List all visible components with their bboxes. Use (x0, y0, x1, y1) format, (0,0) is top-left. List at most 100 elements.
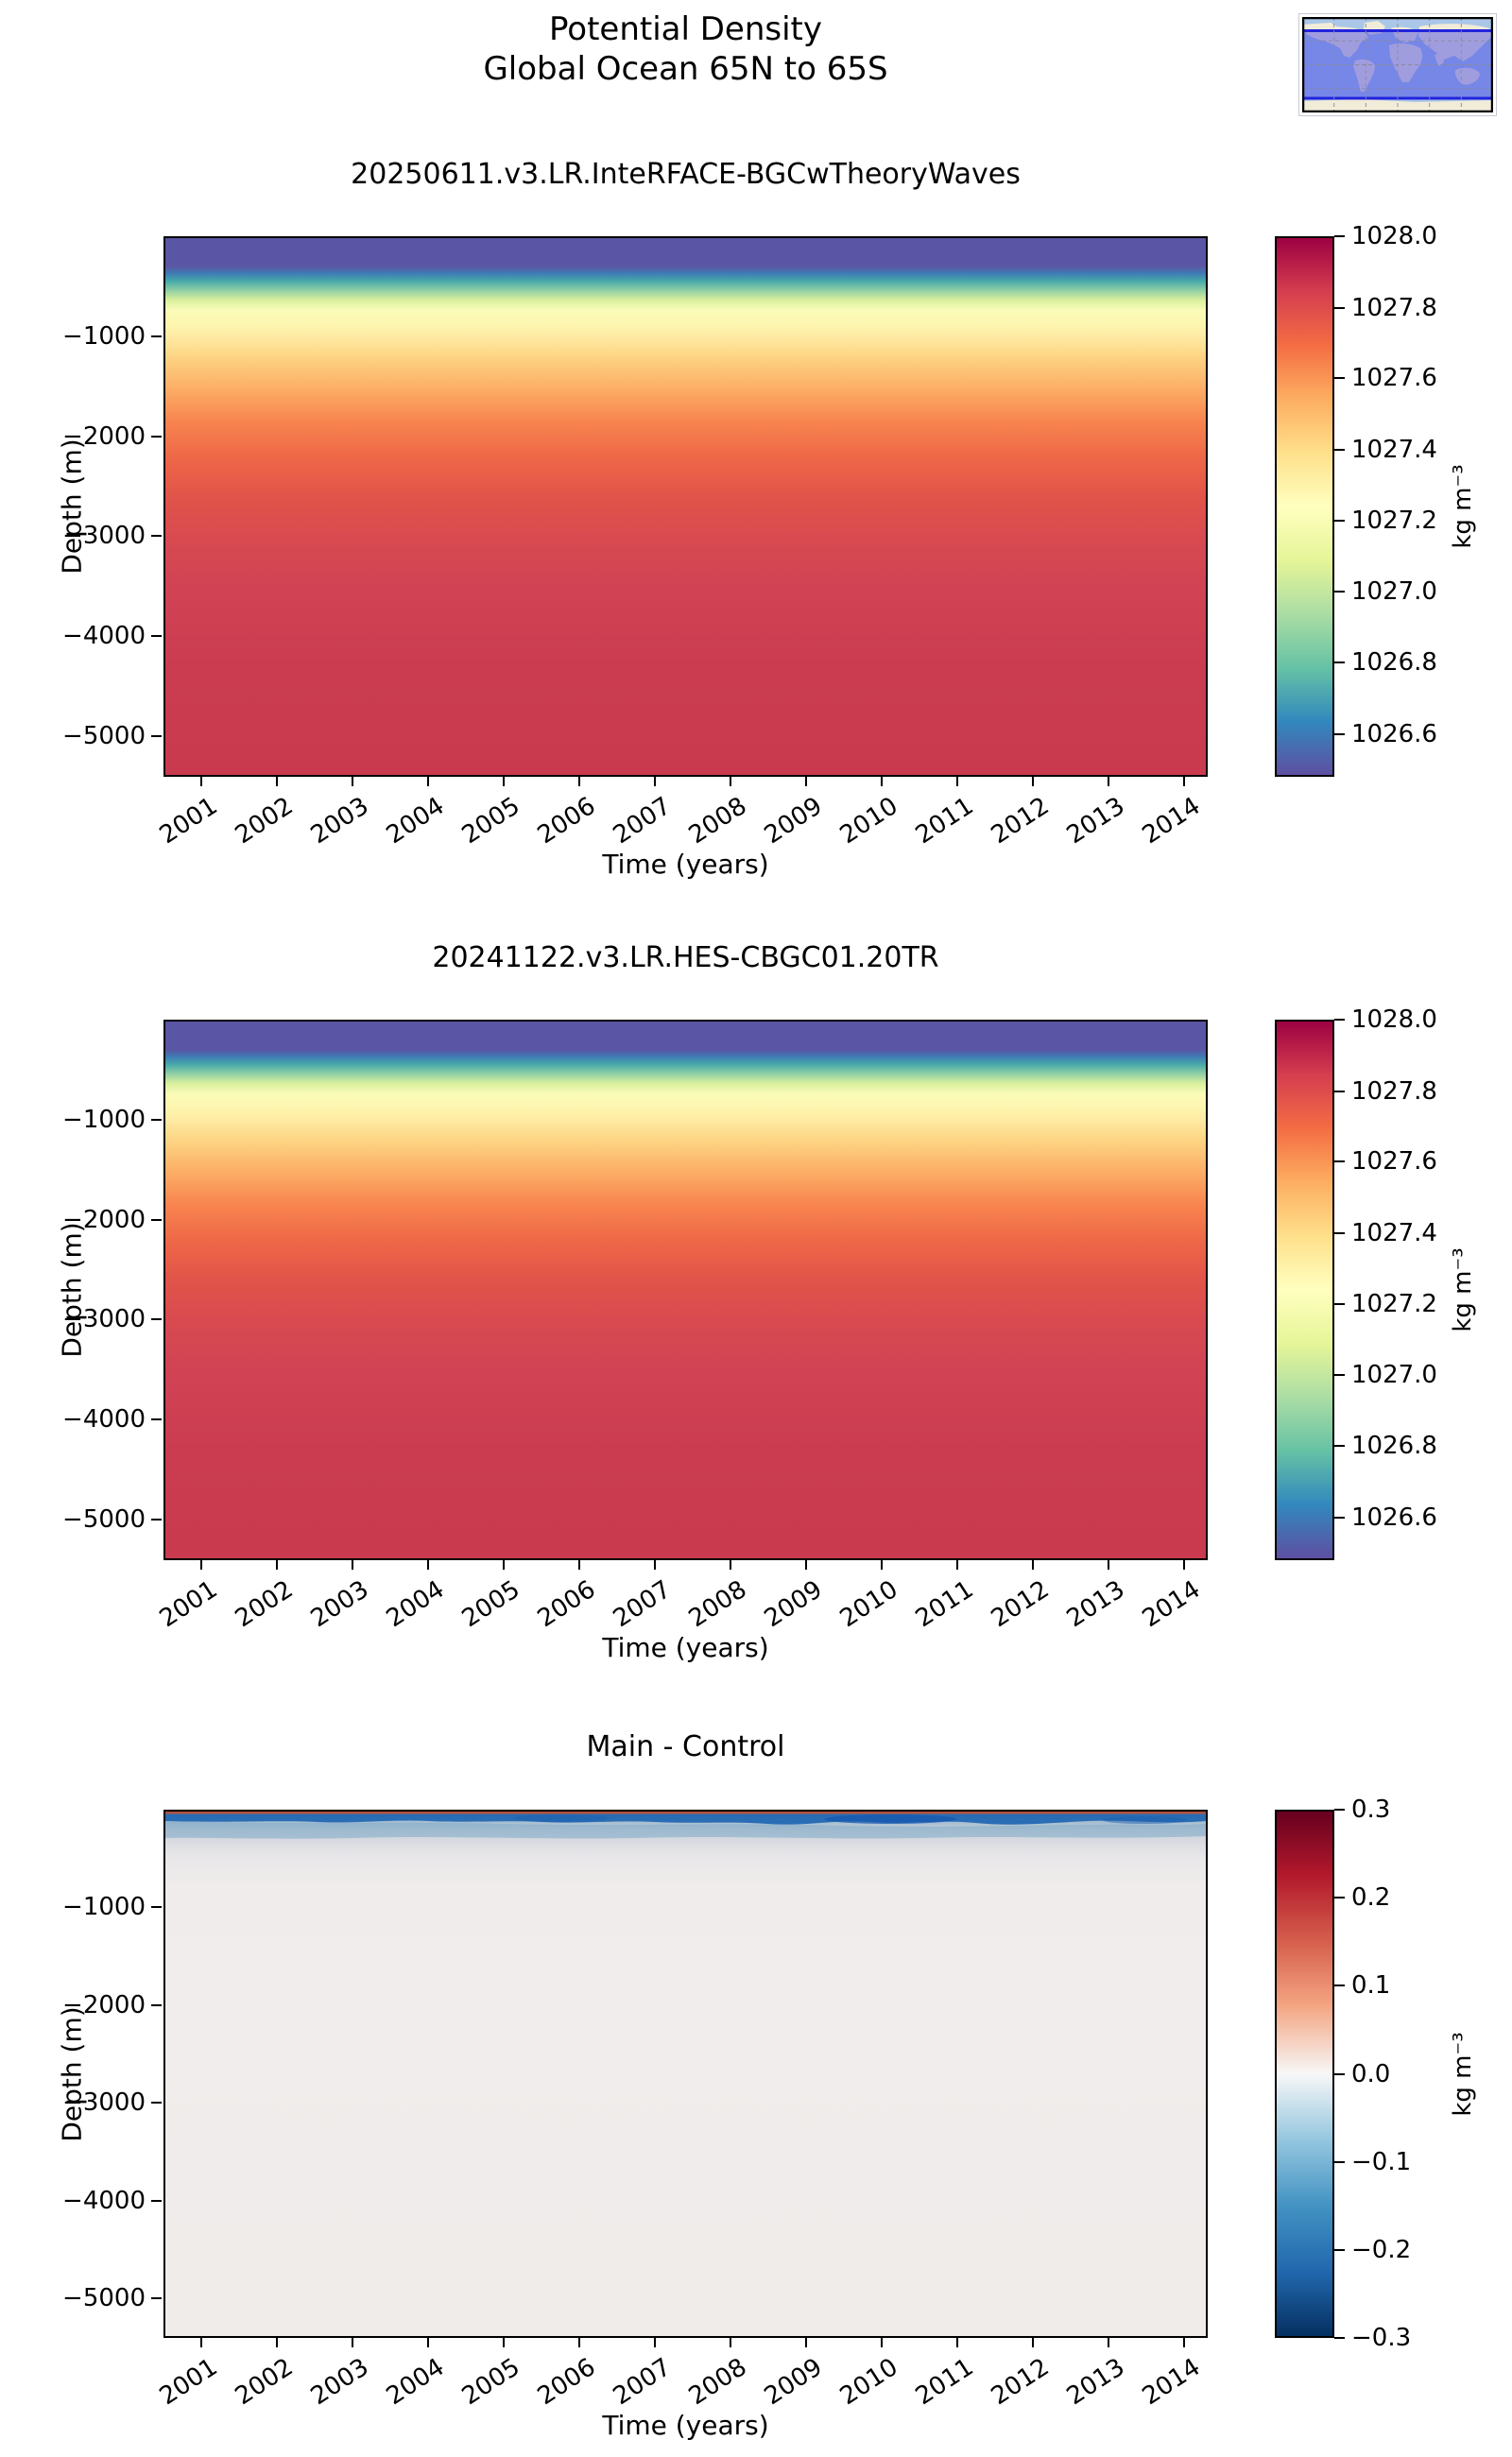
x-tick-label: 2005 (456, 2353, 525, 2412)
x-tick-label: 2008 (683, 2353, 752, 2412)
colorbar-tick: −0.3 (1334, 2324, 1411, 2352)
panel-3-y-axis-label: Depth (m) (56, 2005, 88, 2142)
x-tick-label: 2006 (532, 792, 601, 850)
y-tick-mark (151, 435, 162, 438)
x-tick-label: 2005 (456, 1575, 525, 1634)
x-tick-label: 2008 (683, 792, 752, 850)
x-tick-label: 2010 (834, 792, 903, 850)
panel-1-y-axis-label: Depth (m) (56, 438, 88, 575)
surface-anomaly-band (165, 1812, 1206, 1839)
x-tick-mark (654, 777, 656, 786)
colorbar-tick-label: 1026.6 (1351, 1503, 1437, 1532)
x-tick-label: 2010 (834, 2353, 903, 2412)
x-tick-mark (427, 777, 429, 786)
colorbar-tick-mark (1334, 519, 1345, 522)
colorbar-tick-label: 1027.8 (1351, 293, 1437, 322)
y-tick: −3000 (62, 522, 162, 550)
colorbar-tick-mark (1334, 448, 1345, 451)
y-tick: −1000 (62, 1106, 162, 1134)
y-tick-label: −1000 (62, 1893, 146, 1922)
figure-title-line2: Global Ocean 65N to 65S (483, 50, 888, 88)
colorbar-tick-label: 1027.6 (1351, 364, 1437, 393)
y-tick-label: −5000 (62, 1505, 146, 1535)
x-tick-label: 2012 (986, 792, 1055, 850)
x-tick-mark (276, 2338, 278, 2347)
x-tick-mark (1032, 2338, 1034, 2347)
x-tick-mark (1108, 2338, 1109, 2347)
y-tick-mark (151, 2102, 162, 2105)
x-tick-label: 2014 (1137, 1575, 1206, 1634)
colorbar-tick-label: 1026.6 (1351, 719, 1437, 748)
colorbar-tick-mark (1334, 1516, 1345, 1519)
figure-title-line1: Potential Density (548, 10, 823, 48)
colorbar-tick-mark (1334, 1809, 1345, 1811)
y-tick-mark (151, 1218, 162, 1221)
y-tick-mark (151, 335, 162, 337)
panel-3-x-axis-label: Time (years) (602, 2410, 769, 2441)
colorbar-tick-mark (1334, 2072, 1345, 2075)
colorbar-tick-label: 0.0 (1351, 2059, 1391, 2088)
panel-2-x-axis-label: Time (years) (602, 1632, 769, 1663)
colorbar-tick-mark (1334, 1374, 1345, 1377)
y-tick-mark (151, 2199, 162, 2202)
panel-3-colorbar-ticks: 0.3 0.2 0.1 0.0 −0.1 −0.2 −0.3 (1334, 1796, 1467, 2352)
colorbar-tick-label: 1027.2 (1351, 506, 1437, 535)
colorbar-tick: 0.2 (1334, 1883, 1390, 1912)
colorbar-tick: 1026.6 (1334, 720, 1437, 748)
y-tick-mark (151, 2297, 162, 2300)
colorbar-tick: 1027.2 (1334, 507, 1437, 535)
colorbar-tick-mark (1334, 306, 1345, 309)
y-tick-mark (151, 1906, 162, 1909)
x-tick-label: 2013 (1061, 1575, 1130, 1634)
x-tick-mark (1108, 1560, 1109, 1570)
y-tick-label: −2000 (62, 1990, 146, 2019)
colorbar-tick: 1028.0 (1334, 222, 1437, 250)
x-tick-mark (578, 2338, 580, 2347)
x-tick-mark (1183, 1560, 1185, 1570)
x-tick-label: 2009 (759, 2353, 828, 2412)
x-tick-mark (200, 777, 202, 786)
panel-1-y-axis: −1000 −2000 −3000 −4000 −5000 (0, 236, 162, 777)
x-tick-label: 2004 (381, 1575, 450, 1634)
y-tick-mark (151, 1318, 162, 1321)
y-tick-label: −3000 (62, 2088, 146, 2118)
colorbar-tick-mark (1334, 1160, 1345, 1163)
colorbar-tick-label: 1026.8 (1351, 648, 1437, 678)
panel-1-colorbar (1275, 236, 1334, 777)
colorbar-tick: 1026.6 (1334, 1503, 1437, 1532)
x-tick-label: 2009 (759, 1575, 828, 1634)
colorbar-tick: −0.2 (1334, 2236, 1411, 2264)
colorbar-tick-label: 1028.0 (1351, 1005, 1437, 1034)
colorbar-tick: 1027.2 (1334, 1290, 1437, 1318)
x-tick-label: 2007 (608, 1575, 677, 1634)
x-tick-label: 2007 (608, 2353, 677, 2412)
x-tick-mark (1183, 777, 1185, 786)
x-tick-label: 2004 (381, 792, 450, 850)
x-tick-mark (881, 2338, 883, 2347)
colorbar-tick: 0.3 (1334, 1796, 1390, 1824)
colorbar-tick-mark (1334, 377, 1345, 380)
colorbar-tick-label: 1028.0 (1351, 222, 1437, 250)
colorbar-tick-label: 1027.4 (1351, 435, 1437, 464)
x-tick-mark (503, 2338, 505, 2347)
x-tick-label: 2006 (532, 1575, 601, 1634)
colorbar-tick-mark (1334, 1984, 1345, 1987)
x-tick-label: 2014 (1137, 792, 1206, 850)
x-tick-label: 2012 (986, 2353, 1055, 2412)
x-tick-mark (200, 2338, 202, 2347)
x-tick-label: 2001 (154, 792, 223, 850)
colorbar-tick-label: 1027.6 (1351, 1147, 1437, 1177)
colorbar-tick-label: 0.1 (1351, 1971, 1391, 2001)
x-tick-mark (503, 777, 505, 786)
colorbar-tick-label: −0.3 (1351, 2324, 1412, 2352)
panel-2-title: 20241122.v3.LR.HES-CBGC01.20TR (432, 941, 939, 974)
y-tick-mark (151, 1418, 162, 1421)
colorbar-tick: 1027.4 (1334, 436, 1437, 464)
panel-2-y-axis-label: Depth (m) (56, 1222, 88, 1358)
x-tick-label: 2001 (154, 2353, 223, 2412)
x-tick-mark (427, 2338, 429, 2347)
colorbar-tick-mark (1334, 732, 1345, 735)
colorbar-tick-mark (1334, 1445, 1345, 1448)
y-tick: −3000 (62, 2088, 162, 2117)
x-tick-mark (956, 1560, 958, 1570)
